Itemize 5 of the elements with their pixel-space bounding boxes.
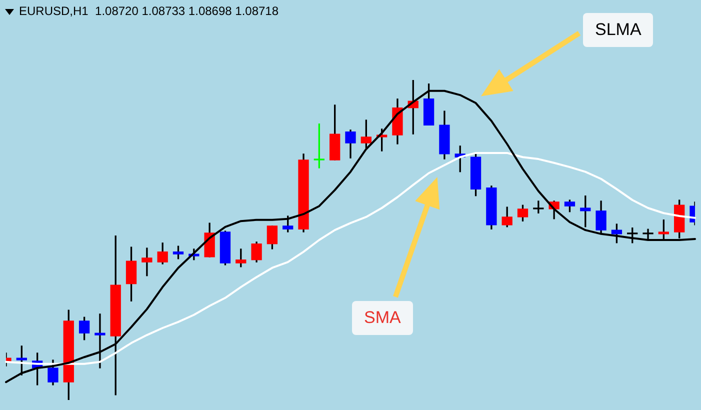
text: SMA <box>352 301 413 335</box>
text: SLMA <box>583 13 654 47</box>
candlestick <box>94 314 106 368</box>
candlestick <box>142 248 152 276</box>
chart-title: EURUSD,H1 1.08720 1.08733 1.08698 1.08718 <box>19 4 279 19</box>
